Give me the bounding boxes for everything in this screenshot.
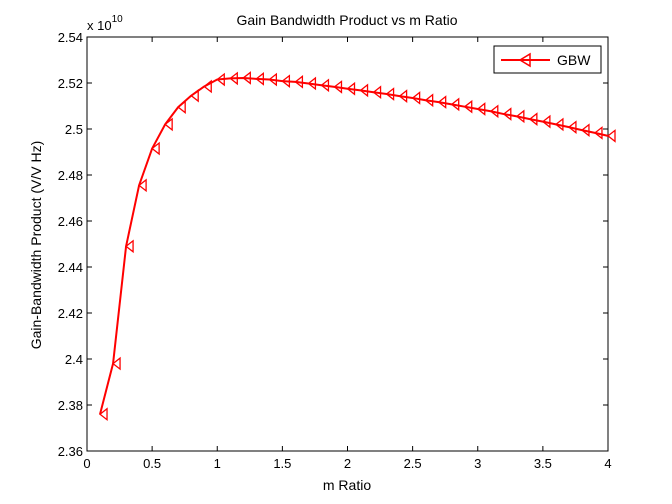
data-point-marker [164, 117, 173, 132]
data-point-marker [463, 99, 473, 114]
data-point-marker [398, 89, 408, 103]
y-multiplier-base: x 10 [87, 18, 112, 33]
data-point-marker [372, 85, 382, 100]
plot-frame [86, 36, 609, 452]
x-tick-label: 2 [344, 456, 351, 471]
data-point-marker [489, 104, 499, 119]
data-point-marker [606, 129, 616, 143]
data-point-marker [359, 83, 369, 98]
data-point-marker [320, 78, 330, 93]
axis-ticks: 0 0.5 1 1.5 2 2.5 3 3.5 4 2.36 2.38 2.4 2.42 2.44 2.46… [58, 30, 612, 471]
data-point-marker [476, 102, 486, 116]
data-point-marker [554, 117, 564, 132]
y-tick-label: 2.52 [58, 76, 83, 91]
data-point-marker [580, 123, 590, 137]
y-axis-title: Gain-Bandwidth Product (V/V Hz) [28, 141, 44, 350]
x-axis-title: m Ratio [323, 477, 371, 493]
x-tick-label: 0.5 [143, 456, 161, 471]
data-point-marker [268, 72, 278, 87]
data-point-marker [151, 141, 160, 156]
data-point-marker [567, 120, 577, 134]
data-point-marker [281, 74, 291, 88]
data-point-marker [450, 97, 460, 112]
data-point-marker [411, 91, 421, 105]
data-point-marker [98, 407, 108, 422]
y-tick-label: 2.44 [58, 260, 83, 275]
data-point-marker [437, 95, 447, 109]
plot-area [86, 36, 609, 452]
y-tick-label: 2.5 [65, 122, 83, 137]
data-point-marker [333, 80, 343, 94]
data-point-marker [229, 71, 238, 86]
series-layer [98, 71, 616, 422]
data-point-marker [294, 75, 304, 89]
data-point-marker [528, 112, 538, 126]
data-point-marker [255, 72, 264, 86]
x-tick-label: 1 [214, 456, 221, 471]
y-tick-label: 2.38 [58, 398, 83, 413]
data-point-marker [541, 114, 551, 129]
chart-title: Gain Bandwidth Product vs m Ratio [237, 12, 458, 28]
data-point-marker [138, 178, 147, 193]
x-tick-label: 4 [604, 456, 611, 471]
data-point-marker [177, 100, 186, 114]
data-point-marker [424, 93, 434, 108]
data-point-marker [190, 88, 199, 103]
y-tick-label: 2.48 [58, 168, 83, 183]
data-point-marker [346, 81, 356, 96]
data-point-marker [593, 126, 603, 140]
y-multiplier-exponent: 10 [112, 14, 124, 25]
y-tick-label: 2.54 [58, 30, 83, 45]
x-tick-label: 3.5 [534, 456, 552, 471]
x-tick-label: 1.5 [273, 456, 291, 471]
data-point-marker [216, 72, 225, 87]
y-tick-label: 2.36 [58, 444, 83, 459]
x-tick-label: 0 [83, 456, 90, 471]
data-point-marker [203, 79, 212, 94]
legend: GBW [493, 45, 602, 74]
y-tick-label: 2.42 [58, 306, 83, 321]
legend-marker-icon [518, 52, 531, 68]
x-tick-label: 3 [474, 456, 481, 471]
data-point-marker [502, 107, 512, 121]
data-point-marker [307, 76, 317, 91]
y-tick-label: 2.46 [58, 214, 83, 229]
data-point-marker [242, 71, 251, 85]
y-axis-multiplier: x 1010 [87, 14, 123, 33]
data-point-marker [125, 239, 134, 254]
data-point-marker [385, 87, 395, 101]
x-tick-label: 2.5 [404, 456, 422, 471]
legend-label-gbw: GBW [557, 52, 591, 68]
data-point-marker [111, 356, 121, 371]
y-tick-label: 2.4 [65, 352, 83, 367]
data-point-marker [515, 109, 525, 124]
